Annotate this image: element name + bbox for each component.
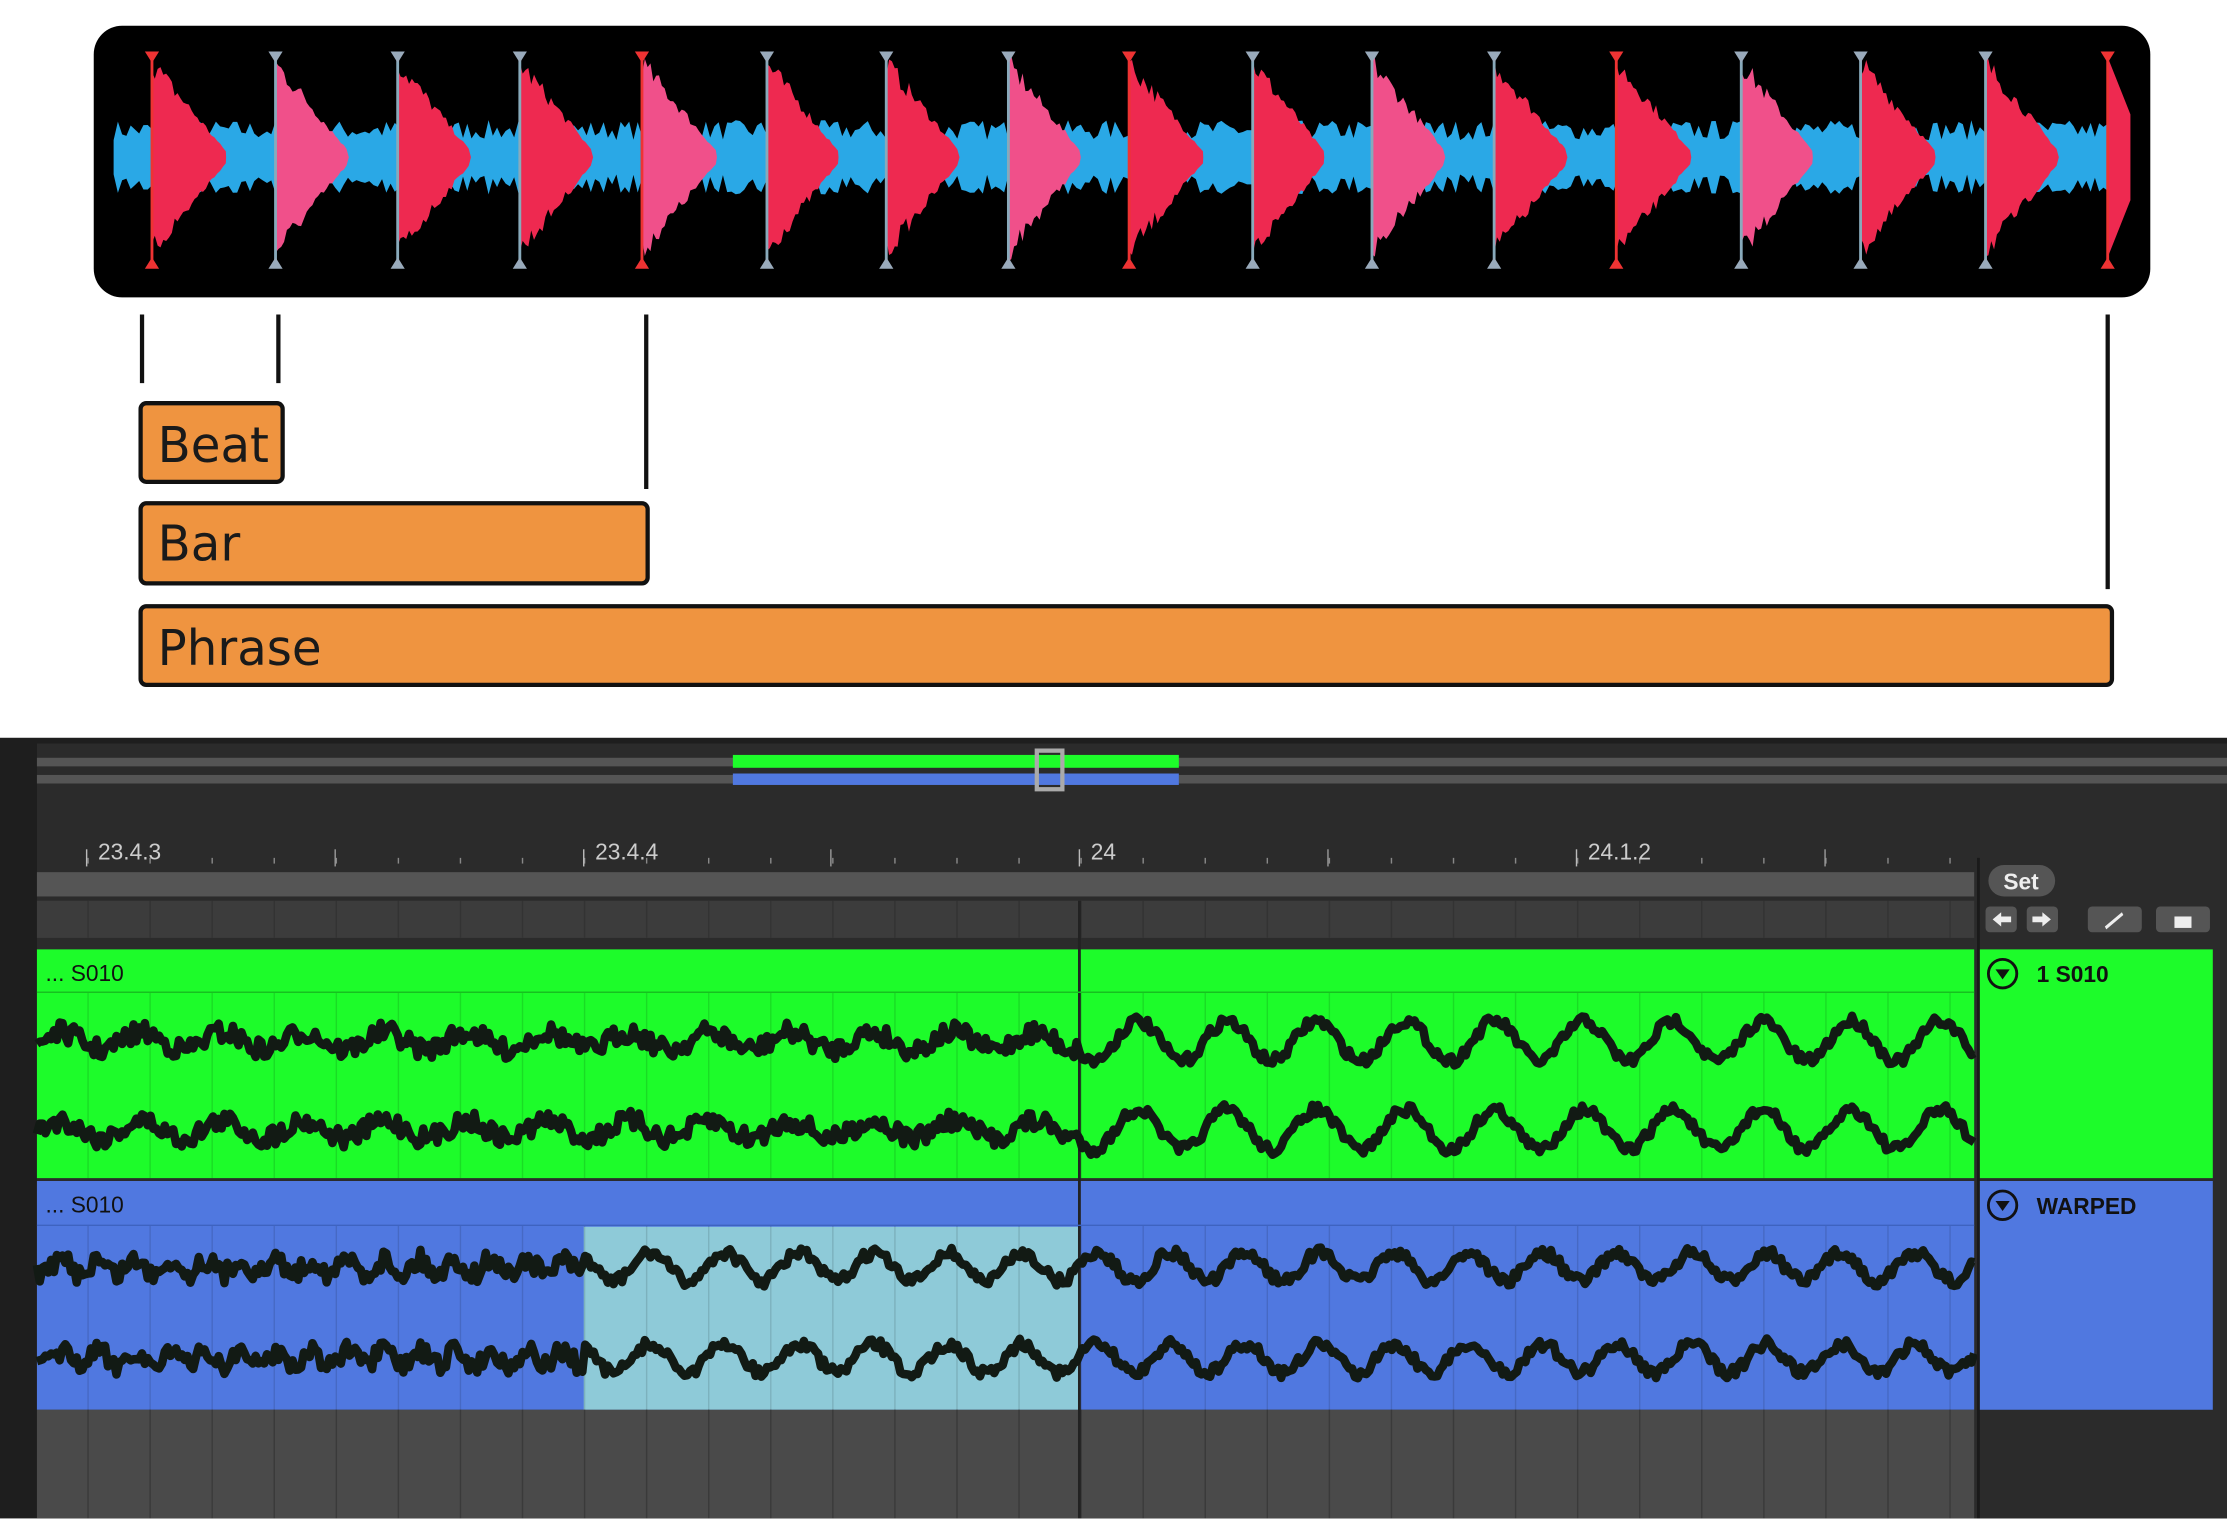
nav-icons — [1992, 912, 2192, 930]
clip-waveforms — [32, 1011, 1979, 1383]
phrase-label: Phrase — [158, 621, 322, 677]
wave-red — [1741, 67, 1813, 247]
ruler: 23.4.3 23.4.4 24 24.1.2 — [85, 838, 1951, 867]
ruler-label: 23.4.3 — [98, 838, 161, 864]
ruler-label: 24.1.2 — [1588, 838, 1651, 864]
clip-wave — [32, 1243, 1976, 1291]
wave-red — [1985, 57, 2059, 257]
wave-red — [1252, 60, 1325, 255]
fold-arrow — [1995, 969, 2010, 980]
fold-arrow — [1995, 1201, 2010, 1212]
wave-red — [1494, 59, 1568, 256]
bar-box — [138, 501, 650, 586]
ruler-label: 24 — [1091, 838, 1117, 864]
brackets — [139, 314, 2110, 590]
beat-waveform — [113, 51, 2131, 269]
track-header — [1979, 1180, 2213, 1410]
track-name: 1 S010 — [2037, 961, 2109, 987]
clip-wave — [35, 1334, 1979, 1383]
fold-icon[interactable] — [1986, 1189, 2019, 1222]
wave-red — [2107, 57, 2131, 258]
phrase-box — [138, 604, 2115, 688]
wave-red — [1008, 53, 1081, 262]
marker-strip — [36, 900, 1975, 938]
wave-red — [886, 59, 960, 255]
wave-red — [1129, 59, 1204, 255]
overview-blue — [732, 773, 1179, 785]
empty-lane — [36, 1409, 1975, 1519]
wave-red — [275, 61, 349, 254]
overview-green — [732, 754, 1179, 768]
beat-box — [138, 401, 285, 484]
wave-red — [641, 58, 717, 256]
track-header — [1979, 949, 2213, 1179]
track-name: WARPED — [2037, 1193, 2137, 1219]
beat-label: Beat — [158, 418, 269, 474]
wave-red — [766, 63, 839, 251]
set-button[interactable] — [1988, 865, 2056, 897]
divider — [1977, 857, 1980, 1519]
overview-handle[interactable] — [1034, 748, 1065, 792]
wave-red — [1616, 62, 1692, 253]
clip-name: ... S010 — [45, 1191, 123, 1217]
wave-red — [519, 62, 594, 252]
clip-wave — [34, 1011, 1977, 1070]
scrub-strip — [36, 872, 1975, 897]
set-label: Set — [2003, 868, 2039, 894]
fold-icon[interactable] — [1986, 957, 2019, 990]
ruler-label: 23.4.4 — [595, 838, 658, 864]
wave-red — [1371, 57, 1446, 257]
wave-red — [151, 67, 227, 248]
bar-label: Bar — [158, 516, 241, 572]
clip-wave — [32, 1100, 1977, 1159]
wave-red — [1860, 59, 1936, 255]
wave-red — [397, 68, 471, 246]
clip-name: ... S010 — [45, 960, 123, 986]
